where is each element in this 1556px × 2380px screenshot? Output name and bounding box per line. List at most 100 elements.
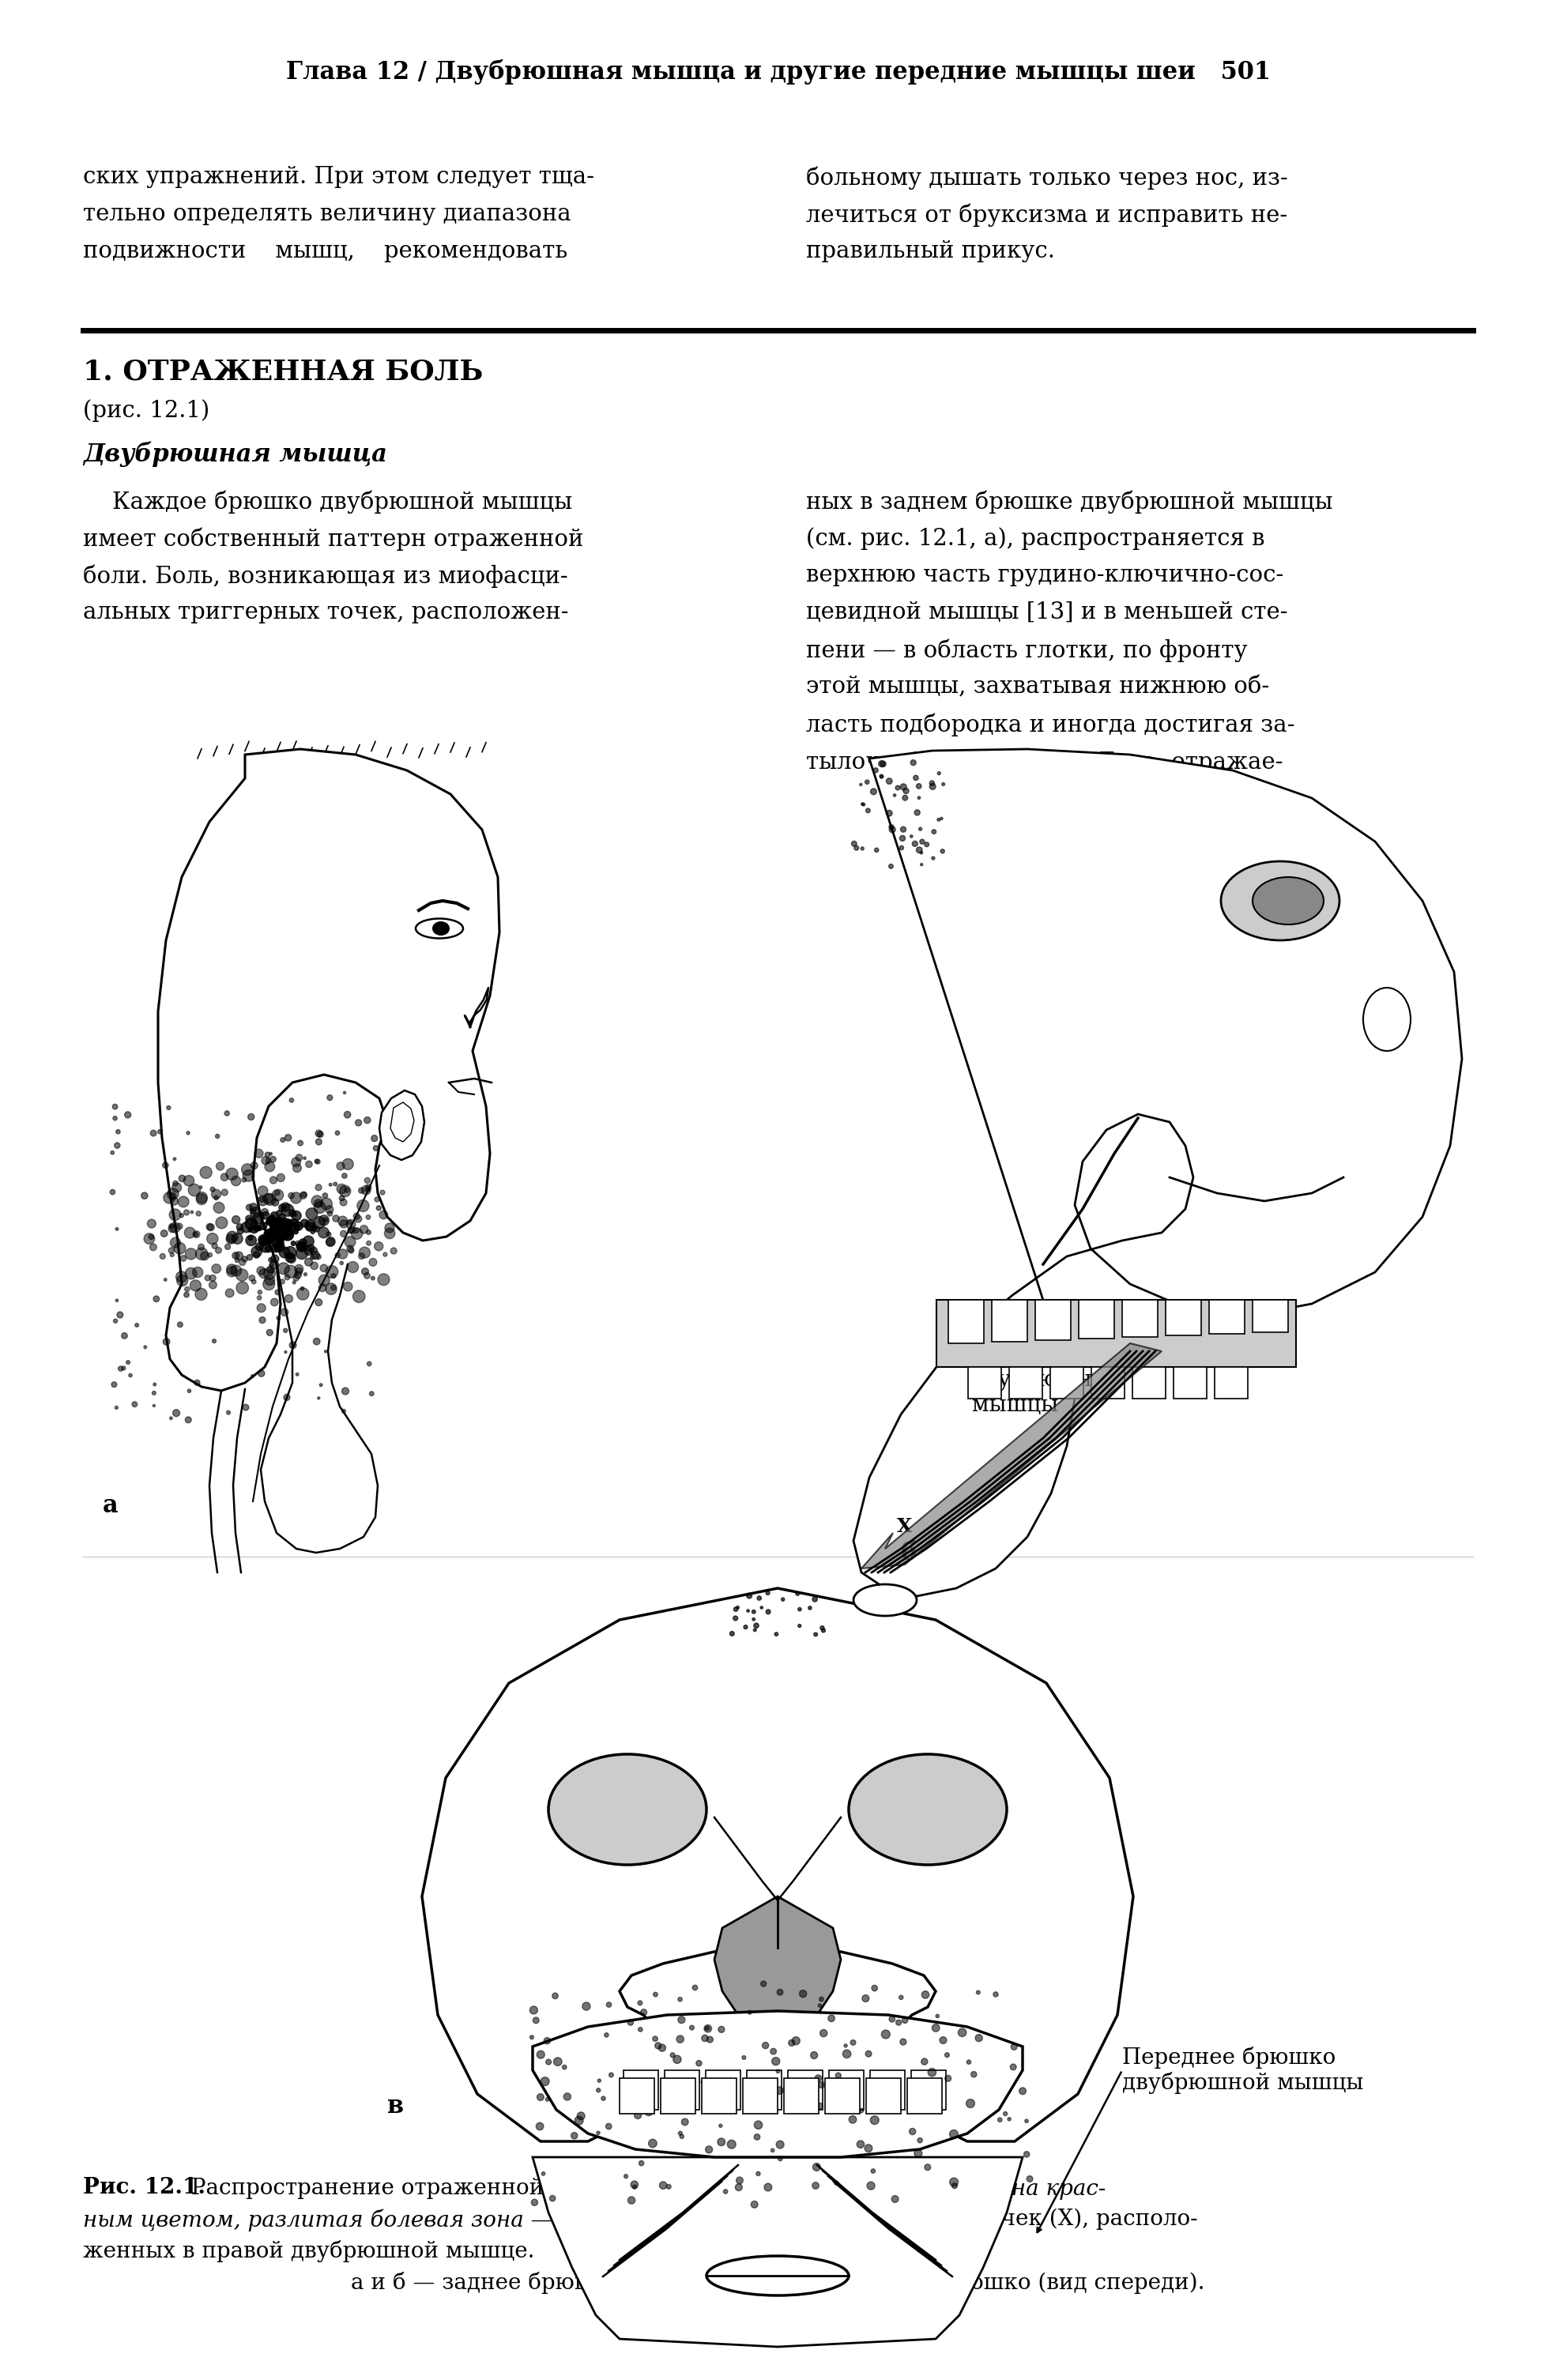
Circle shape (163, 1338, 170, 1345)
Circle shape (640, 2161, 644, 2166)
Text: верхнюю часть грудино-ключично-сос-: верхнюю часть грудино-ключично-сос- (806, 564, 1284, 585)
Polygon shape (661, 2078, 696, 2113)
Polygon shape (532, 2156, 1022, 2347)
Circle shape (258, 1269, 269, 1278)
Polygon shape (624, 2071, 658, 2109)
Circle shape (993, 1992, 997, 1997)
Circle shape (818, 1997, 823, 2002)
Circle shape (216, 1161, 224, 1171)
Circle shape (899, 845, 904, 850)
Circle shape (215, 1247, 221, 1254)
Circle shape (571, 2132, 577, 2140)
Circle shape (260, 1238, 268, 1245)
Circle shape (870, 2116, 879, 2125)
Circle shape (173, 1157, 176, 1161)
Circle shape (311, 1252, 319, 1259)
Circle shape (887, 809, 892, 816)
Circle shape (268, 1216, 274, 1223)
Circle shape (958, 2028, 966, 2037)
Text: Двубрюшная мышца: Двубрюшная мышца (82, 440, 387, 466)
Circle shape (358, 1188, 364, 1192)
Circle shape (257, 1266, 265, 1276)
Circle shape (818, 2082, 825, 2087)
Circle shape (275, 1216, 282, 1223)
Text: этой мышцы, захватывая нижнюю об-: этой мышцы, захватывая нижнюю об- (806, 676, 1270, 697)
Circle shape (680, 2104, 686, 2111)
Polygon shape (1209, 1299, 1245, 1333)
Circle shape (554, 2056, 562, 2066)
Circle shape (888, 864, 893, 869)
Circle shape (313, 1338, 321, 1345)
Polygon shape (1133, 1366, 1165, 1399)
Circle shape (949, 2130, 958, 2140)
Circle shape (778, 2156, 783, 2161)
Text: ных в заднем брюшке двубрюшной мышцы: ных в заднем брюшке двубрюшной мышцы (806, 490, 1333, 514)
Circle shape (170, 1416, 173, 1418)
Circle shape (910, 835, 913, 838)
Circle shape (260, 1235, 269, 1245)
Circle shape (562, 2066, 566, 2068)
Circle shape (921, 864, 923, 866)
Circle shape (1024, 2152, 1030, 2156)
Circle shape (170, 1209, 180, 1221)
Circle shape (112, 1104, 118, 1109)
Circle shape (265, 1230, 269, 1238)
Polygon shape (1165, 1299, 1201, 1335)
Circle shape (762, 2042, 769, 2049)
Circle shape (296, 1242, 305, 1252)
Circle shape (313, 1216, 325, 1228)
Circle shape (532, 2018, 538, 2023)
Circle shape (649, 2140, 657, 2147)
Circle shape (818, 2004, 822, 2006)
Circle shape (630, 2180, 638, 2187)
Circle shape (135, 1323, 138, 1328)
Circle shape (279, 1230, 283, 1235)
Polygon shape (159, 750, 499, 1390)
Circle shape (678, 2016, 685, 2023)
Circle shape (733, 1616, 738, 1621)
Circle shape (314, 1200, 322, 1207)
Circle shape (289, 1097, 294, 1102)
Polygon shape (912, 2071, 946, 2109)
Circle shape (212, 1340, 216, 1342)
Circle shape (658, 2044, 666, 2052)
Circle shape (940, 816, 943, 819)
Text: Переднее брюшко
двубрюшной мышцы: Переднее брюшко двубрюшной мышцы (1122, 2047, 1363, 2094)
Circle shape (358, 1252, 364, 1259)
Circle shape (899, 835, 906, 840)
Circle shape (598, 2080, 601, 2082)
Circle shape (166, 1188, 179, 1200)
Circle shape (761, 1606, 762, 1609)
Ellipse shape (854, 1585, 916, 1616)
Circle shape (719, 2025, 725, 2033)
Polygon shape (706, 2071, 741, 2109)
Circle shape (177, 1223, 182, 1228)
Circle shape (881, 776, 884, 778)
Circle shape (263, 1195, 274, 1204)
Polygon shape (1078, 1299, 1114, 1338)
Circle shape (291, 1223, 300, 1230)
Circle shape (266, 1330, 272, 1335)
Circle shape (944, 2075, 951, 2082)
Circle shape (311, 1226, 317, 1230)
Circle shape (170, 1192, 176, 1200)
Circle shape (251, 1207, 261, 1219)
Circle shape (196, 1211, 201, 1216)
Circle shape (752, 1618, 755, 1621)
Circle shape (114, 1116, 117, 1121)
Circle shape (294, 1264, 303, 1273)
Circle shape (176, 1271, 187, 1283)
Circle shape (280, 1219, 293, 1230)
Circle shape (252, 1280, 257, 1283)
Circle shape (115, 1130, 120, 1133)
Text: ным цветом, разлитая болевая зона — красными точками: ным цветом, разлитая болевая зона — крас… (82, 2209, 790, 2230)
Circle shape (319, 1216, 330, 1226)
Circle shape (279, 1230, 286, 1238)
Polygon shape (619, 2078, 655, 2113)
Circle shape (142, 1192, 148, 1200)
Circle shape (748, 2011, 752, 2013)
Circle shape (755, 2121, 762, 2130)
Circle shape (366, 1188, 370, 1192)
Circle shape (207, 1223, 215, 1230)
Circle shape (851, 2040, 856, 2044)
